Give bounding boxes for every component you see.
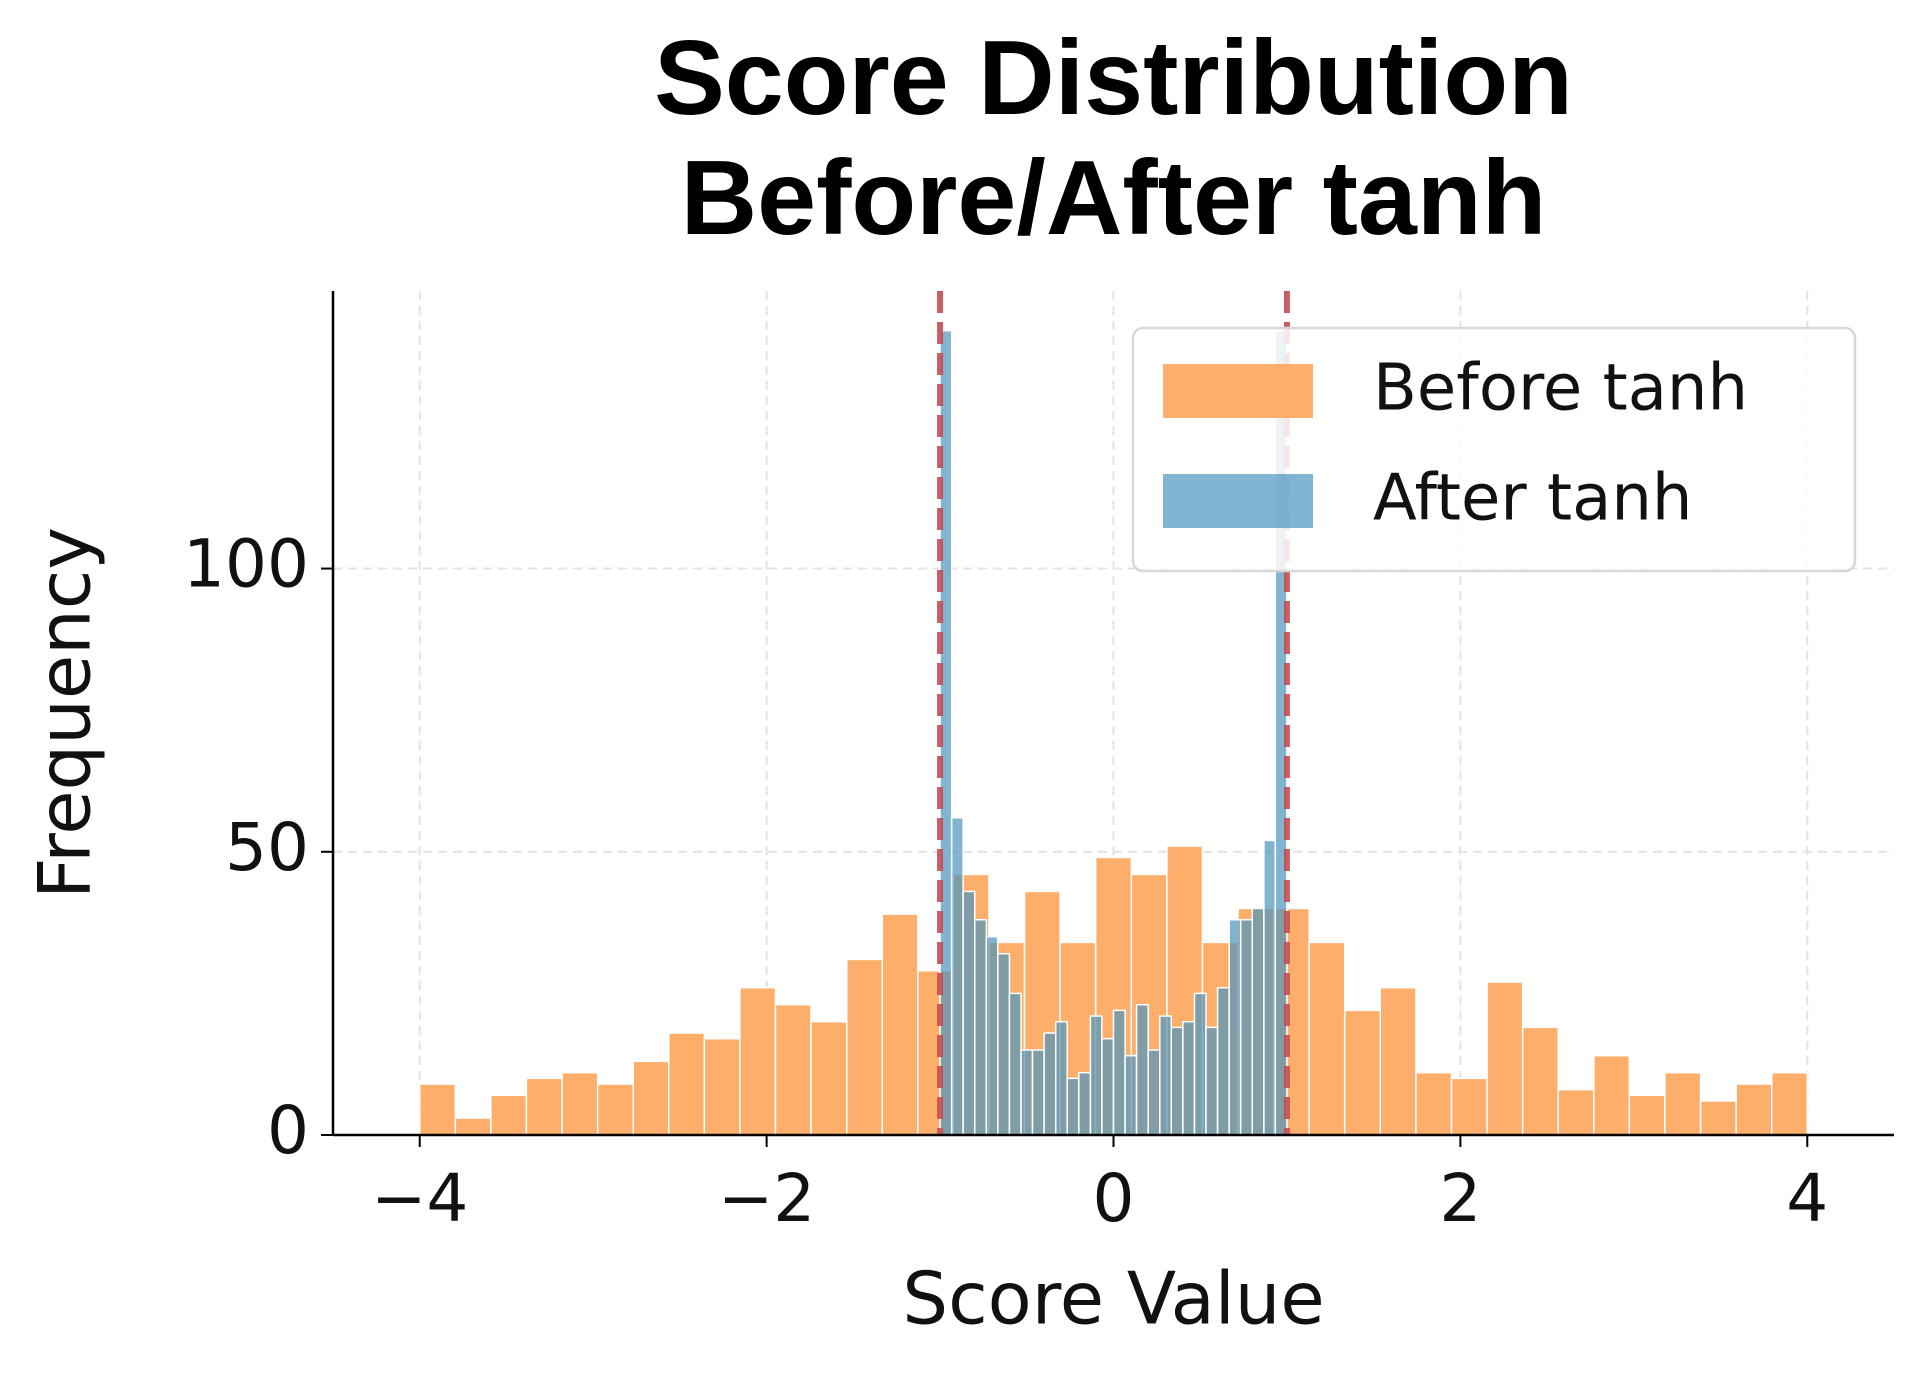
bar [881, 913, 919, 1136]
bar [1031, 1049, 1045, 1136]
y-tick-label: 0 [267, 1092, 309, 1169]
bar [1450, 1077, 1488, 1136]
legend-frame [1131, 326, 1857, 573]
legend-label: Before tanh [1373, 352, 1748, 426]
bar [1664, 1071, 1702, 1136]
bar [1343, 1009, 1382, 1136]
bar [668, 1032, 706, 1136]
bar [1101, 1037, 1115, 1136]
bar [1112, 1009, 1126, 1136]
bar [1251, 907, 1265, 1136]
bar [1043, 1032, 1057, 1136]
bar [1135, 1003, 1149, 1136]
bar [997, 952, 1011, 1136]
legend-swatch [1163, 364, 1313, 418]
bar [703, 1037, 741, 1136]
legend-swatch [1163, 474, 1313, 528]
bar [1205, 1026, 1219, 1136]
x-tick-label: −4 [371, 1160, 468, 1237]
y-tick-label: 50 [225, 809, 309, 886]
x-tick-label: 0 [1093, 1160, 1135, 1237]
bar [1379, 986, 1417, 1136]
x-tick-label: 4 [1786, 1160, 1828, 1237]
bar [739, 986, 777, 1136]
bar [1008, 992, 1022, 1136]
bar [525, 1077, 563, 1136]
bar [985, 935, 999, 1136]
bar [1193, 992, 1207, 1136]
bar [454, 1117, 492, 1136]
bar [596, 1083, 634, 1136]
bar [1182, 1020, 1196, 1136]
bar [1735, 1083, 1773, 1136]
bar [810, 1020, 848, 1136]
bar [1147, 1049, 1161, 1136]
bar [1159, 1015, 1173, 1136]
y-tick-label: 100 [183, 526, 309, 603]
bar [1089, 1015, 1103, 1136]
bar [1521, 1026, 1559, 1136]
x-tick-label: 2 [1439, 1160, 1481, 1237]
bar [1699, 1100, 1737, 1136]
bar [1228, 919, 1242, 1136]
bar [845, 958, 884, 1136]
bar [1124, 1054, 1138, 1136]
bar [418, 1083, 457, 1136]
bar [1054, 1020, 1068, 1136]
x-axis-label: Score Value [902, 1257, 1324, 1341]
bar [1486, 981, 1524, 1136]
bar [962, 890, 976, 1136]
legend-label: After tanh [1373, 462, 1692, 536]
chart-title: Score Distribution Before/After tanh [654, 19, 1573, 257]
bar [1415, 1071, 1453, 1136]
bar [1557, 1088, 1595, 1136]
bar [774, 1003, 812, 1136]
bar [950, 817, 964, 1136]
bar [1170, 1026, 1184, 1136]
bar [561, 1071, 599, 1136]
legend: Before tanh After tanh [1131, 326, 1857, 573]
bar [1066, 1077, 1080, 1136]
y-axis-label: Frequency [23, 527, 107, 899]
bar [1216, 986, 1230, 1136]
bar [1263, 839, 1277, 1136]
bar [632, 1060, 670, 1136]
bar [1020, 1049, 1034, 1136]
bar [1770, 1071, 1809, 1136]
x-tick-label: −2 [718, 1160, 815, 1237]
bar [1593, 1054, 1631, 1136]
bar [973, 919, 988, 1136]
bar [1078, 1071, 1092, 1136]
bar [1628, 1094, 1666, 1136]
bar [1239, 919, 1254, 1136]
bar [490, 1094, 528, 1136]
bar [1308, 941, 1346, 1136]
